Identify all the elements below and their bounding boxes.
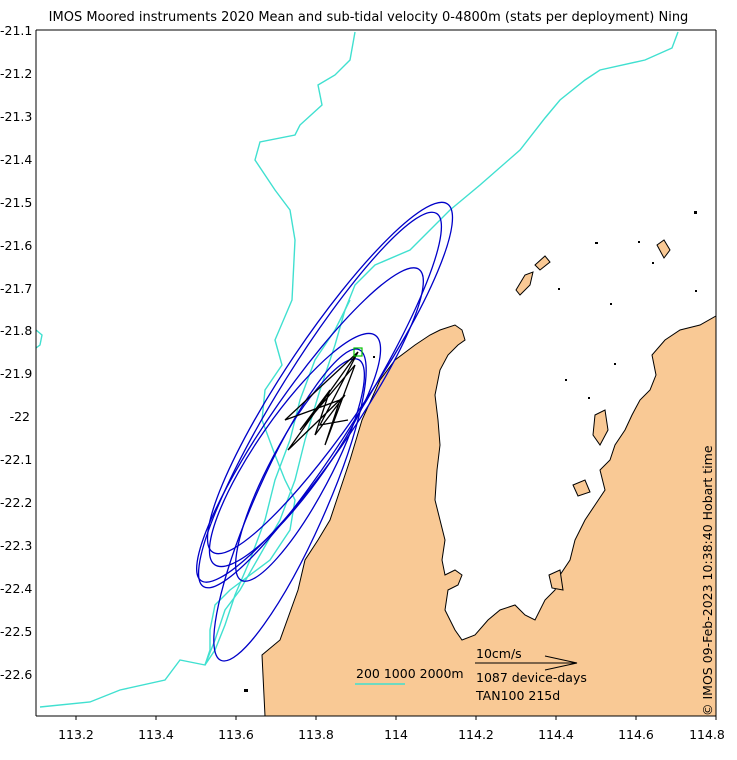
map-area — [35, 31, 717, 717]
y-tick-label: -21.6 — [0, 238, 33, 253]
legend-device-days: 1087 device-days — [476, 670, 587, 685]
legend-station-label: TAN100 215d — [476, 688, 561, 703]
isobath-2000m — [204, 299, 351, 666]
velocity-vectors — [284, 351, 359, 451]
islets — [244, 211, 697, 692]
ellipse-3 — [196, 267, 424, 583]
x-tick-label: 114 — [384, 727, 408, 742]
island-2 — [534, 255, 551, 271]
y-tick-label: -21.3 — [0, 109, 33, 124]
y-tick-label: -21.9 — [0, 366, 33, 381]
legend-scale-label: 10cm/s — [476, 646, 522, 661]
x-tick-label: 113.4 — [138, 727, 174, 742]
x-tick-label: 113.6 — [218, 727, 254, 742]
x-tick-label: 113.2 — [58, 727, 94, 742]
footer-stamp: © IMOS 09-Feb-2023 10:38:40 Hobart time — [700, 445, 715, 716]
ellipse-5 — [234, 358, 366, 582]
island-1 — [515, 271, 534, 296]
map-title: IMOS Moored instruments 2020 Mean and su… — [48, 10, 689, 25]
y-tick-label: -21.7 — [0, 281, 33, 296]
y-tick-label: -22.2 — [0, 495, 33, 510]
y-tick-label: -22.3 — [0, 538, 33, 553]
vector-path — [284, 351, 359, 451]
mooring-marker — [353, 347, 363, 357]
x-tick-label: 114.4 — [538, 727, 574, 742]
x-tick-label: 114.6 — [618, 727, 654, 742]
y-tick-label: -22.1 — [0, 452, 33, 467]
y-tick-label: -22 — [9, 409, 30, 424]
x-tick-label: 114.2 — [458, 727, 494, 742]
y-tick-label: -22.4 — [0, 581, 33, 596]
y-tick-label: -21.5 — [0, 195, 33, 210]
x-tick-label: 113.8 — [298, 727, 334, 742]
ellipse-4 — [208, 332, 382, 568]
isobath-left-edge — [35, 329, 43, 349]
variance-ellipses — [196, 201, 454, 662]
scale-arrow — [475, 655, 578, 671]
y-tick-label: -21.1 — [0, 23, 33, 38]
axis-ticks — [35, 29, 717, 720]
island-5 — [572, 479, 591, 497]
y-tick-label: -22.6 — [0, 667, 33, 682]
y-tick-label: -22.5 — [0, 624, 33, 639]
y-tick-label: -21.2 — [0, 66, 33, 81]
legend-isobaths-label: 200 1000 2000m — [356, 666, 464, 681]
island-4 — [592, 409, 609, 446]
x-tick-label: 114.8 — [689, 727, 725, 742]
y-tick-label: -21.8 — [0, 323, 33, 338]
y-tick-label: -21.4 — [0, 152, 33, 167]
isobath-1000m — [204, 31, 679, 666]
island-6 — [548, 569, 564, 591]
island-3 — [656, 239, 671, 259]
ellipse-6 — [213, 348, 367, 662]
